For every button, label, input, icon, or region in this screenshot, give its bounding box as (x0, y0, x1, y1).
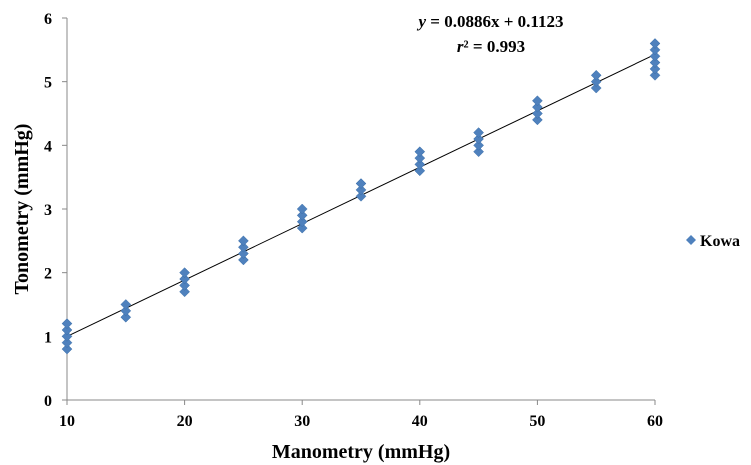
y-tick-label: 2 (44, 266, 52, 283)
plot-area: 10 20 30 40 50 60 0 1 2 3 4 5 6 (44, 11, 663, 430)
data-points (61, 38, 661, 355)
y-tick-label: 5 (44, 75, 52, 92)
data-point (120, 311, 132, 323)
data-point (179, 280, 190, 291)
legend-marker-diamond-icon (686, 235, 696, 245)
legend-label: Kowa (700, 233, 740, 250)
trend-equation: y = 0.0886x + 0.1123 (417, 12, 564, 31)
data-point (61, 343, 73, 355)
data-point (590, 82, 602, 94)
y-axis-ticks: 0 1 2 3 4 5 6 (44, 11, 67, 410)
data-point (61, 337, 73, 349)
data-point (238, 241, 249, 253)
r-squared: r² = 0.993 (457, 37, 525, 56)
data-point (649, 38, 661, 49)
y-tick-label: 0 (44, 393, 52, 410)
data-point (61, 318, 73, 329)
data-point (179, 273, 190, 285)
x-tick-label: 20 (177, 413, 193, 430)
data-point (649, 50, 661, 62)
data-point (473, 127, 484, 138)
data-point (296, 210, 308, 221)
data-point (61, 330, 73, 342)
data-point (414, 159, 426, 170)
x-axis-title: Manometry (mmHg) (272, 441, 450, 463)
data-point (590, 69, 602, 81)
data-point (238, 248, 249, 259)
equation-annotation: y = 0.0886x + 0.1123 r² = 0.993 (417, 12, 564, 56)
y-tick-label: 4 (44, 138, 52, 155)
data-point (61, 324, 73, 336)
data-point (590, 76, 602, 88)
data-point (296, 216, 308, 228)
data-point (414, 165, 426, 177)
data-point (473, 133, 484, 145)
data-point (355, 190, 367, 202)
data-point (649, 69, 661, 81)
data-point (179, 286, 190, 298)
data-point (414, 146, 426, 158)
x-tick-label: 50 (529, 413, 545, 430)
data-point (649, 57, 661, 68)
data-point (355, 184, 367, 196)
x-tick-label: 10 (59, 413, 75, 430)
data-point (238, 254, 249, 266)
data-point (532, 101, 543, 113)
legend: Kowa (686, 233, 740, 250)
data-point (473, 139, 484, 151)
x-tick-label: 40 (412, 413, 428, 430)
data-point (473, 146, 484, 158)
y-axis-title: Tonometry (mmHg) (11, 124, 33, 295)
y-tick-label: 6 (44, 11, 52, 28)
data-point (532, 95, 543, 107)
data-point (649, 44, 661, 56)
x-tick-label: 30 (294, 413, 310, 430)
data-point (120, 299, 132, 310)
data-point (355, 178, 367, 189)
data-point (179, 267, 190, 279)
data-point (238, 235, 249, 247)
y-tick-label: 3 (44, 202, 52, 219)
data-point (120, 305, 132, 317)
x-axis-ticks: 10 20 30 40 50 60 (59, 400, 663, 430)
data-point (296, 203, 308, 215)
data-point (532, 108, 543, 119)
y-tick-label: 1 (44, 329, 52, 346)
x-tick-label: 60 (647, 413, 663, 430)
data-point (649, 63, 661, 75)
data-point (532, 114, 543, 126)
data-point (296, 222, 308, 234)
data-point (414, 152, 426, 164)
